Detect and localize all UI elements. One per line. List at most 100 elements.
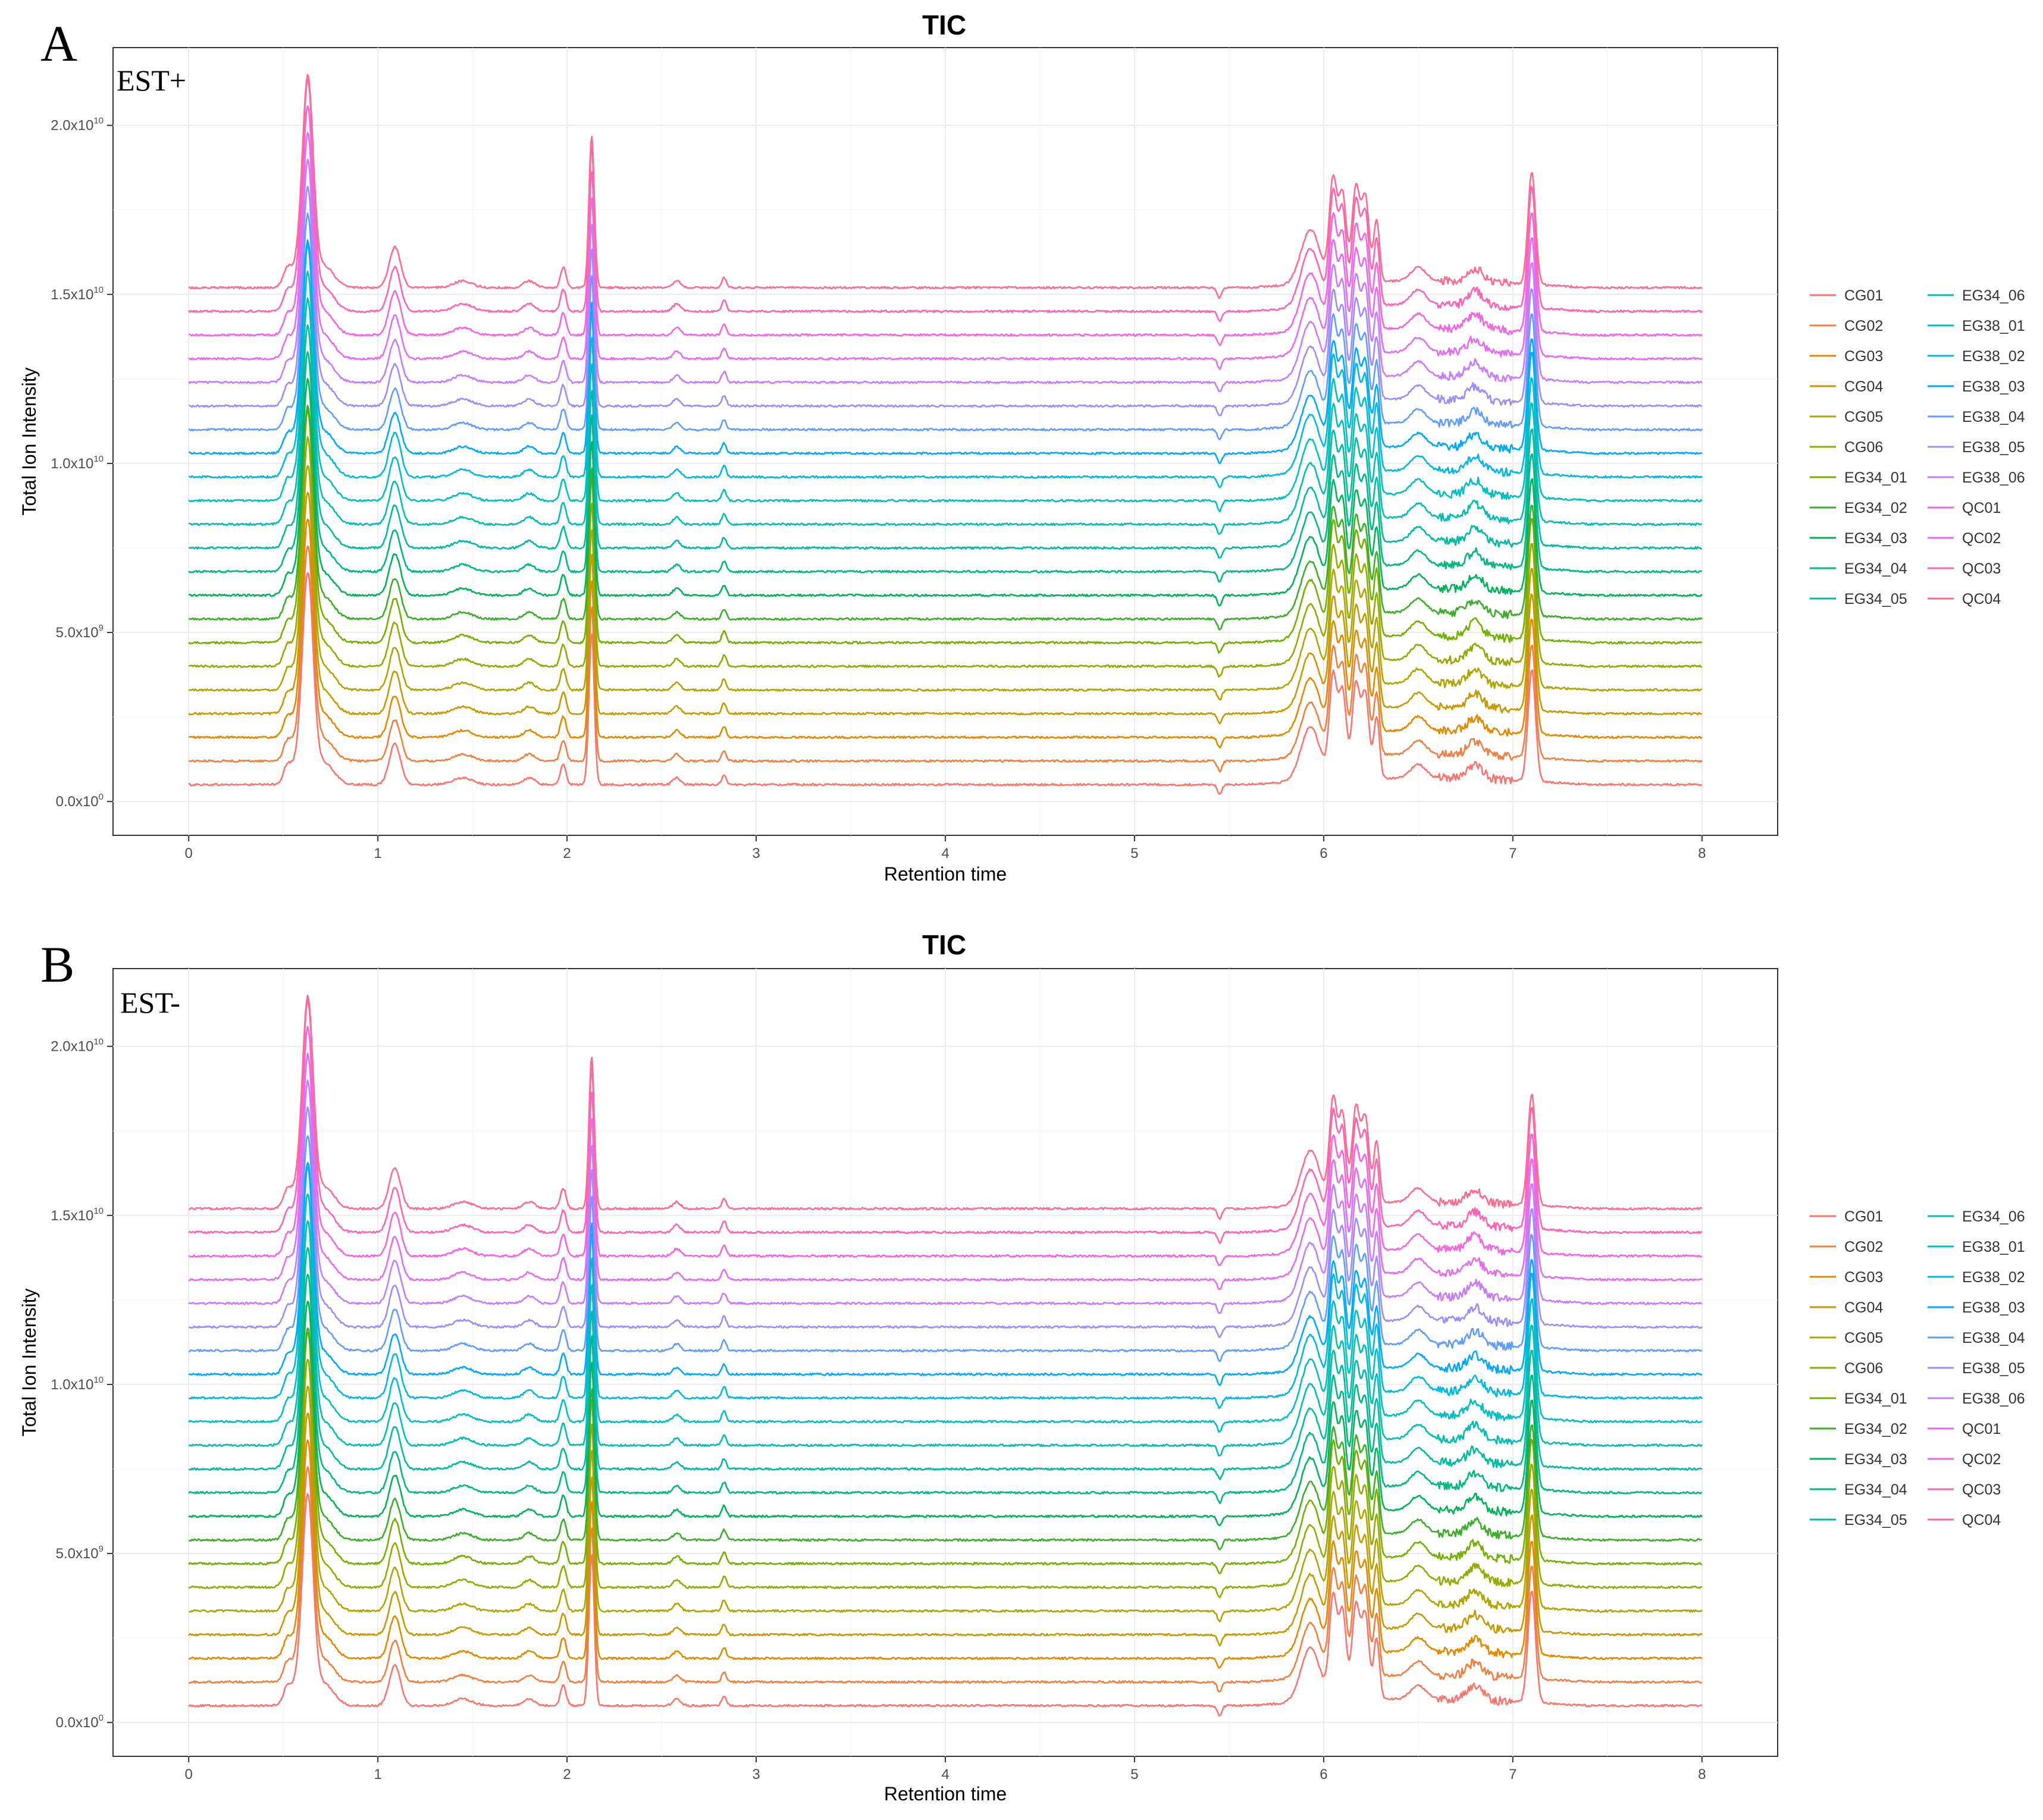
legend-label: EG38_04 [1962,409,2025,425]
legend-item-cg03: CG03 [1810,1269,1883,1286]
trace-eg38-06 [188,158,1703,393]
legend-item-cg02: CG02 [1810,318,1883,334]
trace-cg01 [188,1493,1703,1716]
legend-item-eg38-03: EG38_03 [1928,1299,2025,1316]
x-tick-label: 0 [185,845,193,862]
trace-eg34-06 [188,297,1703,535]
trace-eg34-05 [188,324,1702,559]
legend-label: EG34_05 [1844,1512,1907,1528]
trace-eg38-03 [188,1162,1703,1386]
legend-label: CG03 [1844,348,1883,365]
legend-label: CG02 [1844,1239,1883,1255]
legend-item-eg38-04: EG38_04 [1928,409,2025,425]
x-tick-label: 3 [752,845,760,862]
x-axis-label-b: Retention time [884,1783,1007,1805]
trace-qc01 [188,131,1703,371]
legend-item-eg34-05: EG34_05 [1810,1512,1907,1528]
panel-label-a: A [40,15,77,72]
legend-item-qc01: QC01 [1928,1421,2001,1437]
legend-item-eg34-02: EG34_02 [1810,500,1907,516]
legend-item-cg02: CG02 [1810,1239,1883,1255]
legend-label: QC01 [1962,500,2001,516]
y-axis-label-b: Total Ion Intensity [18,1288,40,1436]
legend-label: EG38_06 [1962,1390,2025,1407]
y-tick-mantissa: 1.0x10 [51,456,93,472]
legend-label: CG02 [1844,318,1883,334]
legend-item-cg05: CG05 [1810,1330,1883,1346]
legend-item-cg04: CG04 [1810,378,1883,395]
y-tick-exponent: 10 [93,454,104,464]
trace-eg34-06 [188,1220,1703,1457]
legend-label: EG38_03 [1962,378,2025,395]
legend-item-eg34-05: EG34_05 [1810,591,1907,607]
legend-label: EG38_05 [1962,1360,2025,1377]
mode-label-a: EST+ [117,64,186,97]
legend-item-cg06: CG06 [1810,439,1883,456]
trace-eg34-01 [188,1332,1703,1574]
legend-label: EG34_06 [1962,287,2025,304]
legend-label: CG06 [1844,439,1883,456]
legend-label: CG04 [1844,1299,1883,1316]
legend-item-eg38-06: EG38_06 [1928,1390,2025,1407]
legend-a: CG01 CG02 CG03 CG04 CG05 CG06 EG34_01 EG34_02 EG… [1810,287,2025,607]
legend-label: EG34_03 [1844,530,1907,547]
y-tick-label: 5.0x109 [56,623,104,641]
trace-qc02 [188,1026,1703,1267]
trace-eg38-04 [188,1135,1703,1362]
x-tick-label: 2 [563,1766,571,1783]
legend-item-eg34-06: EG34_06 [1928,1208,2025,1225]
x-tick-label: 6 [1320,845,1327,862]
trace-eg38-06 [188,1079,1703,1314]
legend-item-qc02: QC02 [1928,530,2001,547]
legend-item-eg34-01: EG34_01 [1810,1390,1907,1407]
mode-label-b: EST- [120,986,180,1019]
legend-item-eg38-05: EG38_05 [1928,439,2025,456]
y-tick-label: 1.5x1010 [51,285,104,303]
x-tick-label: 7 [1509,1766,1516,1783]
trace-qc04 [188,994,1703,1220]
trace-cg02 [188,545,1703,773]
legend-item-eg34-01: EG34_01 [1810,469,1907,486]
y-tick-label: 1.0x1010 [51,454,104,472]
y-tick-mantissa: 2.0x10 [51,118,93,134]
y-tick-mantissa: 2.0x10 [51,1039,93,1055]
trace-eg34-02 [188,405,1703,631]
y-tick-exponent: 9 [99,1544,104,1554]
legend-label: EG38_01 [1962,318,2025,334]
y-tick-exponent: 0 [99,1713,104,1723]
legend-label: QC03 [1962,560,2001,577]
legend-label: EG38_03 [1962,1299,2025,1316]
y-tick-mantissa: 1.5x10 [51,1208,93,1224]
x-tick-label: 7 [1509,845,1516,862]
x-tick-label: 5 [1130,1766,1138,1783]
legend-item-qc04: QC04 [1928,591,2001,607]
legend-label: EG38_02 [1962,1269,2025,1286]
y-tick-mantissa: 5.0x10 [56,625,99,641]
legend-label: EG38_01 [1962,1239,2025,1255]
trace-qc01 [188,1052,1702,1290]
y-tick-label: 1.0x1010 [51,1375,104,1393]
y-tick-label: 1.5x1010 [51,1206,104,1224]
y-tick-mantissa: 0.0x10 [56,1715,99,1731]
x-tick-label: 4 [941,845,949,862]
legend-label: EG34_04 [1844,1481,1907,1498]
legend-b: CG01 CG02 CG03 CG04 CG05 CG06 EG34_01 EG34_02 EG… [1810,1208,2025,1528]
chart-title-a: TIC [922,10,966,40]
x-tick-label: 1 [374,845,381,862]
x-axis-label-a: Retention time [884,863,1007,885]
trace-cg05 [189,1385,1703,1622]
legend-label: CG01 [1844,287,1883,304]
x-tick-label: 5 [1130,845,1138,862]
y-tick-exponent: 10 [93,1375,104,1385]
y-tick-label: 0.0x100 [56,1713,104,1731]
trace-eg34-05 [188,1246,1703,1480]
y-tick-exponent: 9 [99,623,104,633]
panel-label-b: B [40,936,74,993]
legend-label: CG04 [1844,378,1883,395]
legend-item-cg06: CG06 [1810,1360,1883,1377]
trace-eg34-04 [188,1274,1703,1505]
traces-a [188,74,1703,795]
legend-item-eg38-01: EG38_01 [1928,318,2025,334]
